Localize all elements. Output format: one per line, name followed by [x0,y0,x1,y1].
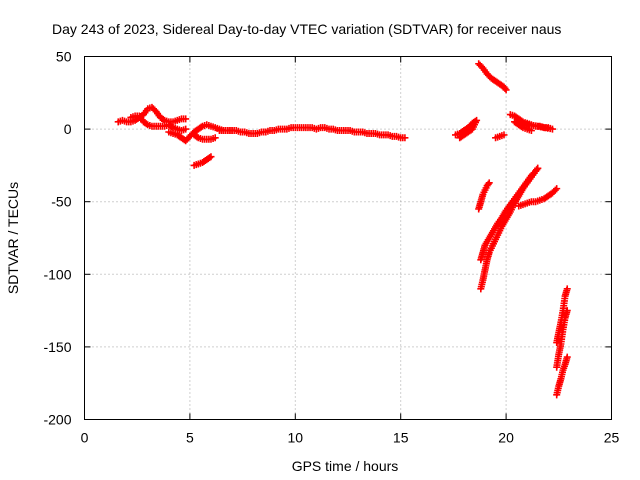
data-point [501,84,509,92]
data-point [563,307,571,315]
data-point [206,154,214,162]
y-axis: 50 0 -50 -100 -150 -200 [43,49,612,428]
x-tick-label: 0 [81,430,89,446]
x-axis: 0 5 10 15 20 25 [81,56,620,446]
y-tick-label: -200 [43,412,71,428]
plot-frame [84,56,612,420]
y-tick-label: -50 [51,194,71,210]
data-point [456,134,464,142]
x-tick-label: 25 [604,430,620,446]
data-point [533,166,541,174]
x-tick-label: 15 [393,430,409,446]
data-point [563,285,571,293]
data-point [500,131,508,139]
y-tick-label: -100 [43,266,71,282]
data-point [485,179,493,187]
data-point [197,123,205,131]
data-point [211,134,219,142]
series-arc-11 [475,179,493,213]
data-point [457,133,465,141]
series-arc-5 [190,153,215,169]
data-point [168,123,176,131]
x-tick-label: 5 [186,430,194,446]
x-tick-label: 20 [498,430,514,446]
data-point [159,115,167,123]
data-point [484,180,492,188]
data-point [553,185,561,193]
series-arc-7 [452,116,481,142]
data-point [527,127,535,135]
series-arc-6 [215,124,409,142]
data-point [182,125,190,133]
data-point [563,353,571,361]
y-tick-label: -150 [43,339,71,355]
y-tick-label: 0 [64,121,72,137]
series-arc-13 [477,164,542,264]
series-arc-15 [553,285,571,371]
y-tick-label: 50 [56,49,72,65]
data-point [534,164,542,172]
grid-lines [84,56,612,420]
data-point [502,86,510,94]
series-arc-16 [553,353,571,399]
series-arc-4 [190,131,219,143]
series-arc-14 [515,185,561,210]
series-arc-2 [127,112,190,135]
series-arc-10 [506,111,556,135]
series-arc-1 [114,103,190,126]
data-point [182,115,190,123]
y-axis-label: SDTVAR / TECUs [5,182,21,294]
data-point [551,186,559,194]
data-points [114,60,571,399]
data-point [142,120,150,128]
data-point [193,133,201,141]
series-arc-8 [475,60,510,94]
data-point [401,134,409,142]
x-tick-label: 10 [288,430,304,446]
x-axis-label: GPS time / hours [292,458,399,474]
data-point [207,153,215,161]
chart-title: Day 243 of 2023, Sidereal Day-to-day VTE… [52,21,561,37]
data-point [518,123,526,131]
series-arc-9 [492,131,508,142]
